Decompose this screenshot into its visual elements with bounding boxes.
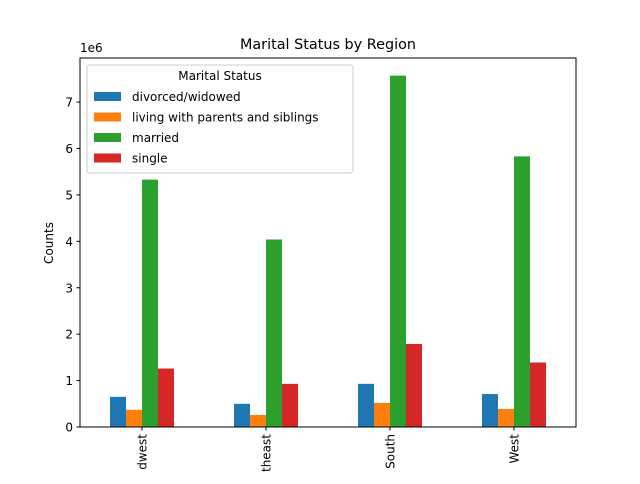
y-axis-multiplier: 1e6 (80, 41, 103, 55)
plot-frame (79, 57, 577, 428)
x-tick-label: West (508, 434, 522, 464)
legend-swatch (94, 92, 121, 101)
y-tick-label: 1 (65, 374, 73, 388)
bar-married-northeast (266, 239, 282, 427)
y-tick-label: 4 (65, 235, 73, 249)
y-tick-label: 2 (65, 328, 73, 342)
bar-married-south (390, 75, 406, 428)
bar-single-west (530, 362, 546, 427)
bar-single-south (406, 343, 422, 427)
bars-group (110, 75, 546, 428)
legend-entry-label: living with parents and siblings (132, 111, 319, 125)
bar-living-with-parents-and-siblings-west (498, 408, 514, 427)
bar-divorced-widowed-northeast (234, 403, 250, 427)
bar-married-west (514, 156, 530, 427)
bar-single-northeast (282, 383, 298, 427)
y-tick-label: 6 (65, 142, 73, 156)
y-tick-label: 0 (65, 421, 73, 435)
x-axis: dwest theast South West (136, 427, 522, 472)
bar-living-with-parents-and-siblings-south (374, 402, 390, 427)
y-axis-label: Counts (42, 222, 56, 264)
y-tick-label: 5 (65, 188, 73, 202)
y-axis: 0 1 2 3 4 5 6 7 (65, 96, 80, 435)
bar-divorced-widowed-west (482, 394, 498, 427)
legend-swatch (94, 112, 121, 122)
legend-entry-label: married (132, 131, 179, 145)
legend-entry-label: divorced/widowed (132, 90, 241, 104)
x-tick-label: theast (260, 434, 274, 472)
y-tick-label: 3 (65, 281, 73, 295)
bar-married-midwest (142, 179, 158, 427)
legend-swatch (94, 133, 121, 142)
bar-divorced-widowed-midwest (110, 396, 126, 427)
bar-divorced-widowed-south (358, 383, 374, 427)
legend-entry-label: single (132, 152, 168, 166)
bar-single-midwest (158, 368, 174, 427)
legend-title: Marital Status (178, 69, 261, 83)
x-tick-label: South (384, 434, 398, 469)
legend-swatch (94, 153, 121, 163)
x-tick-label: dwest (136, 434, 150, 470)
bar-living-with-parents-and-siblings-midwest (126, 409, 142, 427)
legend: Marital Status divorced/widowed living wit… (86, 64, 354, 174)
legend-box (86, 64, 354, 174)
bar-living-with-parents-and-siblings-northeast (250, 414, 266, 427)
y-tick-label: 7 (65, 96, 73, 110)
chart-title: Marital Status by Region (240, 37, 416, 53)
